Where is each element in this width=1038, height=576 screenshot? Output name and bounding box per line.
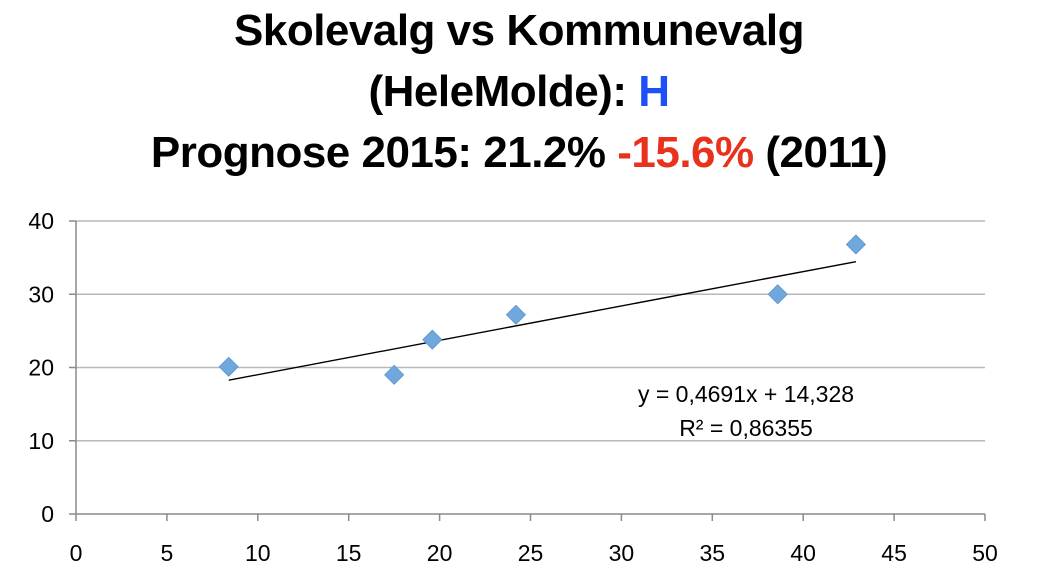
trendline-equation: y = 0,4691x + 14,328 xyxy=(638,381,854,407)
y-tick-label: 40 xyxy=(28,208,54,234)
trendline-group xyxy=(228,260,857,381)
gridlines xyxy=(76,220,985,442)
x-tick-label: 5 xyxy=(161,540,174,566)
y-tick-label: 0 xyxy=(41,501,54,527)
x-tick-label: 45 xyxy=(881,540,907,566)
forecast-prefix: Prognose 2015: 21.2% xyxy=(150,128,618,177)
chart-title-line-1: Skolevalg vs Kommunevalg xyxy=(0,6,1038,56)
change-label: -15.6% xyxy=(617,128,754,177)
chart-title-line-2: (HeleMolde): H xyxy=(0,67,1038,117)
y-tick-label: 10 xyxy=(28,428,54,454)
data-point xyxy=(505,304,527,325)
x-tick-label: 50 xyxy=(972,540,998,566)
data-point xyxy=(384,364,405,385)
data-point xyxy=(218,356,239,377)
x-tick-label: 35 xyxy=(700,540,726,566)
forecast-suffix: (2011) xyxy=(753,128,888,177)
tick-labels: 0 10 20 30 40 0 5 10 15 20 25 30 35 40 45 50 xyxy=(28,208,997,566)
x-tick-label: 10 xyxy=(245,540,271,566)
title-text: Skolevalg vs Kommunevalg xyxy=(234,6,805,55)
data-point xyxy=(422,329,443,350)
trendline-r-squared: R² = 0,86355 xyxy=(679,415,813,441)
party-label: H xyxy=(638,67,670,116)
y-tick-label: 20 xyxy=(28,355,54,381)
x-tick-label: 20 xyxy=(427,540,453,566)
data-points xyxy=(218,234,866,385)
x-tick-label: 0 xyxy=(70,540,83,566)
axes xyxy=(69,220,986,521)
x-tick-label: 30 xyxy=(609,540,635,566)
chart-title-line-3: Prognose 2015: 21.2% -15.6% (2011) xyxy=(0,128,1038,178)
y-tick-label: 30 xyxy=(28,281,54,307)
x-tick-label: 25 xyxy=(518,540,544,566)
x-tick-label: 40 xyxy=(790,540,816,566)
trendline xyxy=(228,260,857,381)
x-tick-label: 15 xyxy=(336,540,362,566)
data-point xyxy=(845,234,866,255)
title-prefix: (HeleMolde): xyxy=(368,67,639,116)
data-point xyxy=(767,284,788,305)
